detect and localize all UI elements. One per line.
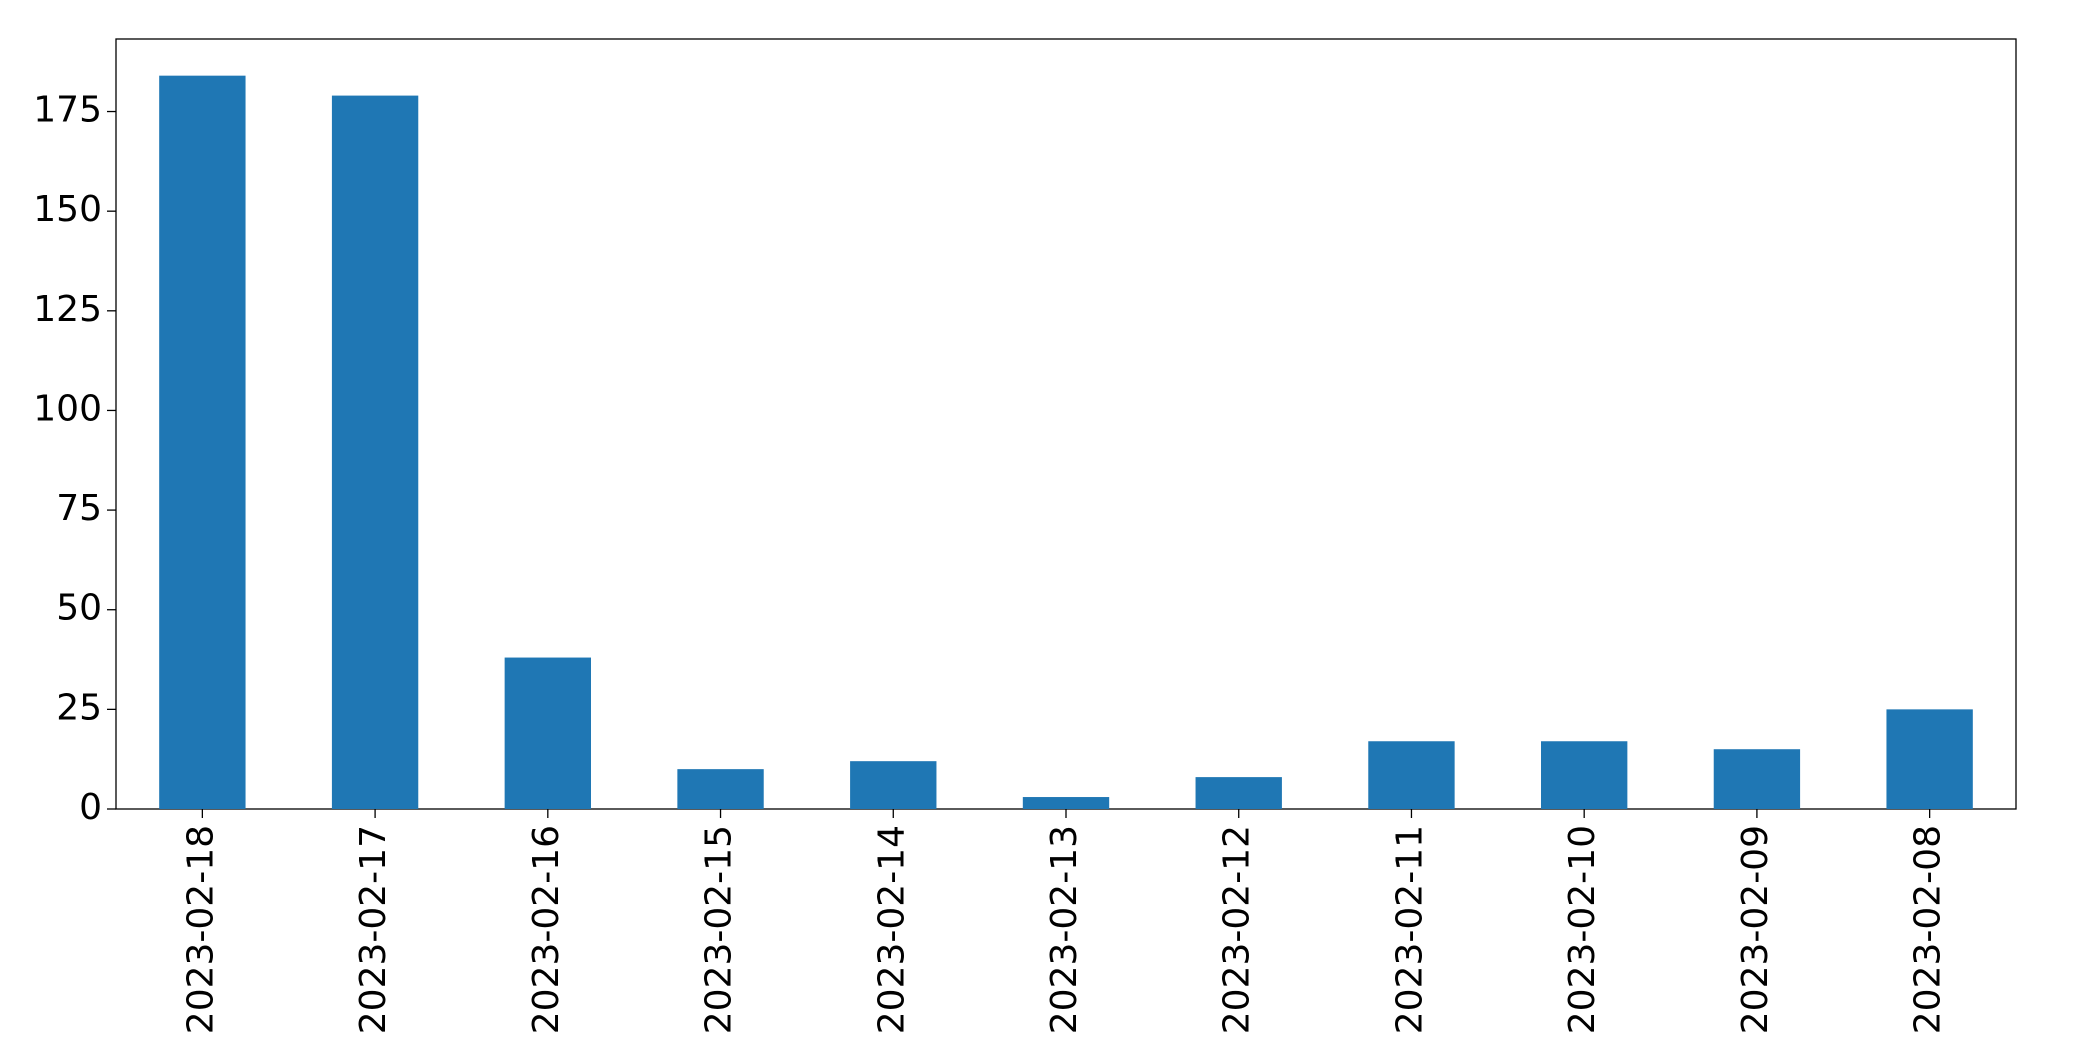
x-tick-label: 2023-02-11 [1389,825,1430,1034]
x-tick-label: 2023-02-10 [1562,825,1603,1034]
y-tick-label: 150 [33,189,102,230]
y-tick-label: 0 [79,787,102,828]
bar [1195,777,1282,809]
bar [677,769,764,809]
y-tick-label: 75 [56,488,102,529]
bar [159,75,246,809]
x-tick-label: 2023-02-16 [526,825,567,1034]
bar [504,657,591,809]
x-tick-label: 2023-02-15 [699,825,740,1034]
bar [1022,797,1110,809]
y-tick-label: 50 [56,588,102,629]
bar [850,761,937,809]
y-tick-label: 175 [33,90,102,131]
x-tick-label: 2023-02-18 [180,825,221,1034]
bar [1886,709,1973,809]
bar [1713,749,1801,809]
y-tick-label: 100 [33,388,102,429]
bar [331,95,419,810]
x-tick-label: 2023-02-14 [871,825,912,1034]
bar [1541,741,1628,809]
x-tick-label: 2023-02-17 [353,825,394,1034]
x-tick-label: 2023-02-13 [1044,825,1085,1034]
bar [1368,741,1455,809]
y-tick-label: 125 [33,289,102,330]
x-tick-label: 2023-02-12 [1217,825,1258,1034]
y-tick-label: 25 [56,687,102,728]
x-tick-label: 2023-02-09 [1735,825,1776,1034]
x-tick-label: 2023-02-08 [1908,825,1949,1034]
